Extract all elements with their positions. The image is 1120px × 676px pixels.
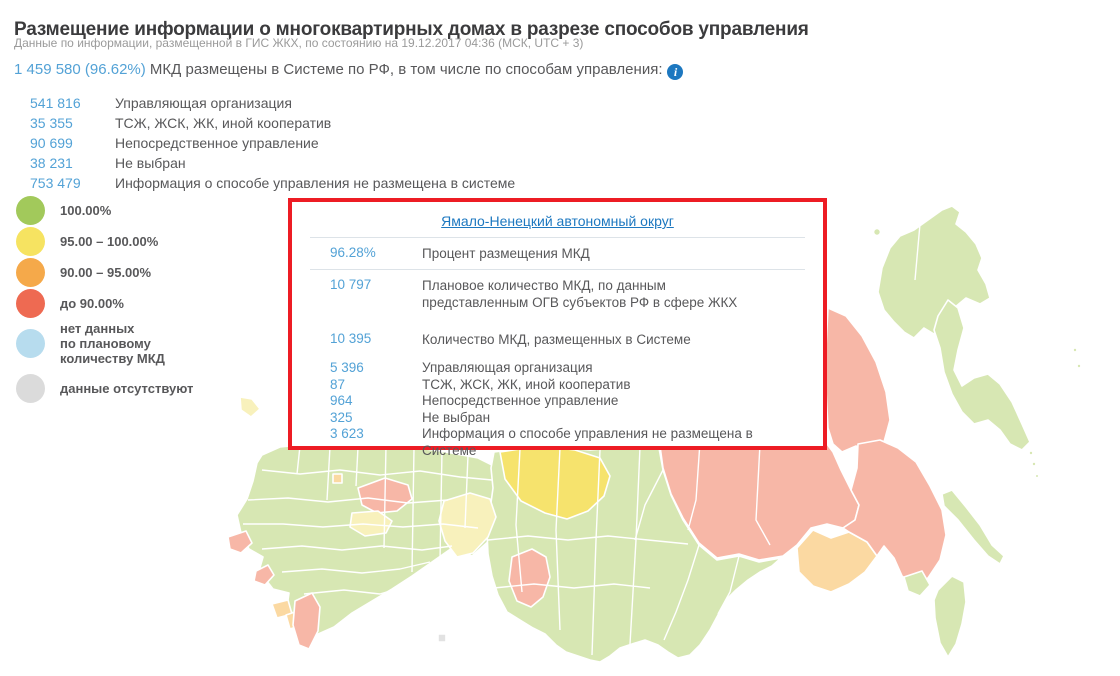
legend-item-no-plan-data: нет данных по плановому количеству МКД xyxy=(16,321,216,366)
legend-swatch-orange-icon xyxy=(16,258,45,287)
popup-breakdown: 5 396 Управляющая организация 87 ТСЖ, ЖС… xyxy=(304,360,811,459)
popup-placed-row: 10 395 Количество МКД, размещенных в Сис… xyxy=(304,331,811,348)
popup-breakdown-label: ТСЖ, ЖСК, ЖК, иной кооператив xyxy=(422,376,631,392)
summary-row: 90 699 Непосредственное управление xyxy=(30,133,515,153)
popup-placed-value: 10 395 xyxy=(330,331,372,346)
map-region-perm[interactable] xyxy=(438,492,497,558)
map-region-no-data[interactable] xyxy=(437,633,447,643)
popup-separator xyxy=(310,269,805,270)
legend-item-below-90: до 90.00% xyxy=(16,289,216,318)
legend-swatch-red-icon xyxy=(16,289,45,318)
region-borders-east xyxy=(687,223,921,546)
popup-planned-value: 10 797 xyxy=(330,277,372,292)
summary-row-value: 90 699 xyxy=(30,135,73,151)
map-region-commander-1[interactable] xyxy=(1072,347,1078,353)
map-region-kaliningrad[interactable] xyxy=(227,530,253,554)
summary-line: 1 459 580 (96.62%) МКД размещены в Систе… xyxy=(14,61,684,80)
region-popup: Ямало-Ненецкий автономный округ 96.28% П… xyxy=(288,198,827,458)
legend-label: 100.00% xyxy=(60,203,112,218)
popup-breakdown-row: 3 623 Информация о способе управления не… xyxy=(304,426,811,459)
map-legend: 100.00% 95.00 – 100.00% 90.00 – 95.00% д… xyxy=(16,196,216,405)
region-link[interactable]: Ямало-Ненецкий автономный округ xyxy=(441,213,674,229)
popup-breakdown-value: 964 xyxy=(330,393,353,408)
popup-percent-row: 96.28% Процент размещения МКД xyxy=(304,238,811,269)
summary-row-label: ТСЖ, ЖСК, ЖК, иной кооператив xyxy=(115,115,332,131)
map-region-crimea[interactable] xyxy=(253,564,275,586)
legend-label: 90.00 – 95.00% xyxy=(60,265,152,280)
popup-breakdown-label: Непосредственное управление xyxy=(422,393,619,408)
legend-label: 95.00 – 100.00% xyxy=(60,234,159,249)
summary-row-value: 753 479 xyxy=(30,175,81,191)
map-region-commander-2[interactable] xyxy=(1076,363,1082,369)
map-region-kuril-3[interactable] xyxy=(1034,473,1040,479)
summary-row: 35 355 ТСЖ, ЖСК, ЖК, иной кооператив xyxy=(30,113,515,133)
page-title: Размещение информации о многоквартирных … xyxy=(14,18,809,40)
popup-breakdown-row: 5 396 Управляющая организация xyxy=(304,360,811,377)
region-borders-siberia xyxy=(487,446,740,656)
summary-row-label: Непосредственное управление xyxy=(115,135,319,151)
popup-breakdown-row: 87 ТСЖ, ЖСК, ЖК, иной кооператив xyxy=(304,377,811,394)
popup-breakdown-value: 3 623 xyxy=(330,426,364,441)
legend-label: нет данных по плановому количеству МКД xyxy=(60,321,165,366)
legend-label: до 90.00% xyxy=(60,296,124,311)
summary-row-label: Управляющая организация xyxy=(115,95,292,111)
legend-item-no-data: данные отсутствуют xyxy=(16,374,216,403)
summary-row: 753 479 Информация о способе управления … xyxy=(30,173,515,193)
legend-item-100: 100.00% xyxy=(16,196,216,225)
popup-breakdown-value: 87 xyxy=(330,376,346,392)
map-region-amur[interactable] xyxy=(796,529,878,593)
map-region-khabarovsk[interactable] xyxy=(842,439,947,587)
popup-placed-label: Количество МКД, размещенных в Системе xyxy=(422,332,691,347)
popup-planned-row: 10 797 Плановое количество МКД, по данны… xyxy=(304,270,811,318)
legend-swatch-yellow-icon xyxy=(16,227,45,256)
map-region-chukotka[interactable] xyxy=(877,205,991,339)
legend-item-95-100: 95.00 – 100.00% xyxy=(16,227,216,256)
popup-breakdown-value: 325 xyxy=(330,409,353,425)
popup-breakdown-label: Управляющая организация xyxy=(422,360,593,375)
map-region-moscow-oblast[interactable] xyxy=(349,510,393,537)
map-region-primorye[interactable] xyxy=(933,575,967,658)
map-region-sakhalin[interactable] xyxy=(941,489,1005,565)
summary-row-value: 35 355 xyxy=(30,115,73,131)
page-subtitle: Данные по информации, размещенной в ГИС … xyxy=(14,36,584,50)
popup-breakdown-row: 964 Непосредственное управление xyxy=(304,393,811,410)
legend-label: данные отсутствуют xyxy=(60,381,194,396)
popup-separator xyxy=(310,237,805,238)
info-icon[interactable]: i xyxy=(667,64,684,80)
legend-swatch-green-icon xyxy=(16,196,45,225)
popup-breakdown-label: Информация о способе управления не разме… xyxy=(422,426,753,458)
popup-breakdown-value: 5 396 xyxy=(330,360,364,375)
popup-breakdown-label: Не выбран xyxy=(422,409,491,425)
map-region-murmansk[interactable] xyxy=(239,396,261,418)
summary-row-value: 38 231 xyxy=(30,155,73,171)
summary-row: 38 231 Не выбран xyxy=(30,153,515,173)
summary-row-label: Информация о способе управления не разме… xyxy=(115,175,516,191)
summary-total-label: МКД размещены в Системе по РФ, в том чис… xyxy=(145,61,663,78)
popup-percent-label: Процент размещения МКД xyxy=(422,246,590,261)
region-borders-west xyxy=(243,445,493,595)
summary-row: 541 816 Управляющая организация xyxy=(30,93,515,113)
legend-swatch-blue-icon xyxy=(16,329,45,358)
map-region-kamchatka[interactable] xyxy=(933,299,1031,451)
map-region-dagestan[interactable] xyxy=(292,592,321,650)
summary-total-value: 1 459 580 (96.62%) xyxy=(14,61,146,78)
legend-swatch-gray-icon xyxy=(16,374,45,403)
legend-item-90-95: 90.00 – 95.00% xyxy=(16,258,216,287)
popup-percent-value: 96.28% xyxy=(330,245,376,260)
map-region-small-peach[interactable] xyxy=(332,473,343,484)
map-region-kuril-1[interactable] xyxy=(1028,450,1034,456)
management-breakdown: 541 816 Управляющая организация 35 355 Т… xyxy=(30,93,515,193)
popup-planned-label: Плановое количество МКД, по данным предс… xyxy=(422,278,738,310)
map-region-magadan[interactable] xyxy=(825,307,891,453)
summary-row-value: 541 816 xyxy=(30,95,81,111)
popup-breakdown-row: 325 Не выбран xyxy=(304,410,811,427)
summary-row-label: Не выбран xyxy=(115,155,186,171)
map-region-chukotka-island[interactable] xyxy=(872,227,882,237)
map-region-jewish-ao[interactable] xyxy=(903,570,931,597)
popup-region-title: Ямало-Ненецкий автономный округ xyxy=(304,213,811,229)
map-region-kuril-2[interactable] xyxy=(1031,461,1037,467)
